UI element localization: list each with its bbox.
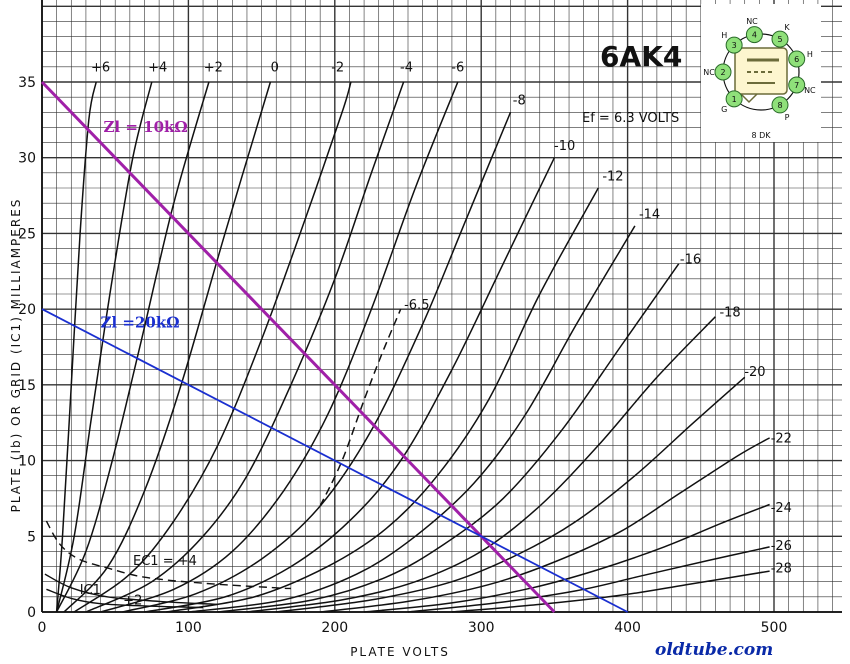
load-line-label: Zl = 10kΩ [103,118,187,136]
base-pin [771,30,789,48]
y-tick-label: 15 [18,378,36,394]
load-lines: Zl = 10kΩ Zl =20kΩ [40,80,629,614]
plate-current-curve [100,81,459,613]
grid-current-label: EC1 = +4 [133,554,197,569]
base-pin [771,96,789,114]
x-tick-label: 200 [321,620,348,636]
y-tick-label: 35 [18,75,36,91]
filament-voltage-label: Ef = 6.3 VOLTS [582,111,679,126]
y-tick-label: 0 [27,605,36,621]
base-pin-name: P [785,113,790,122]
y-tick-label: 10 [18,454,36,470]
plate-current-label: +6 [91,60,110,75]
y-axis-ticks: 0 5 10 15 20 25 30 35 [18,75,36,621]
plate-current-label: -16 [680,253,701,268]
base-pin [788,50,806,68]
plate-current-label: +2 [204,60,223,75]
plate-current-label: -6.5 [404,298,429,313]
base-pin-number: 6 [794,55,799,64]
grid-current-curve [44,573,218,606]
base-pin-name: NC [804,86,816,95]
base-pin-number: 2 [720,68,725,77]
grid-current-label: +2 [123,593,142,608]
plate-current-label: -18 [719,306,740,321]
base-pin-number: 5 [777,35,782,44]
basing-label: 8 DK [751,131,771,140]
base-pin [725,36,743,54]
plate-current-label: -10 [554,139,575,154]
tube-type-title: 6AK4 [600,40,682,73]
plate-current-curve [188,225,636,613]
y-tick-label: 30 [18,151,36,167]
base-pin [788,76,806,94]
plate-current-label: -24 [771,501,792,516]
watermark-text: oldtube.com [655,640,773,660]
plate-current-curve [320,437,770,613]
plate-current-label: -20 [744,365,765,380]
plate-current-label: 0 [271,60,279,75]
x-axis-title: PLATE VOLTS [350,645,450,659]
plate-current-curve [85,81,405,613]
plate-current-curve [63,81,272,613]
plate-current-label: -26 [771,539,792,554]
y-axis-title: PLATE (Ib) OR GRID (IC1) MILLIAMPERES [9,198,23,513]
plate-current-curve [144,157,556,613]
plate-current-label: -12 [602,169,623,184]
plate-current-curve [166,187,599,613]
plate-current-curve [276,376,746,613]
plate-current-curve [55,81,153,613]
grid-current-curves: IC1 +2 EC1 = +4 [44,520,291,609]
plate-current-label: -14 [639,207,660,222]
plate-current-curve [55,81,97,613]
plate-current-label: -2 [331,60,344,75]
base-pin-name: H [721,31,727,40]
x-tick-label: 500 [761,620,788,636]
base-pin-name: K [784,23,790,32]
base-pin-name: H [807,50,813,59]
x-axis-ticks: 0 100 200 300 400 500 [38,620,788,636]
plate-current-curve [122,112,512,613]
plate-current-label: -4 [400,60,413,75]
load-line [41,308,629,613]
load-line-label: Zl =20kΩ [101,313,180,331]
base-pin-number: 8 [777,101,782,110]
heater-icon [740,93,758,104]
y-tick-label: 5 [27,529,36,545]
grid-current-label: IC1 [80,583,101,598]
grid-current-curve [45,520,291,590]
base-pin-name: NC [703,68,715,77]
x-tick-label: 300 [468,620,495,636]
plate-current-label: -8 [513,94,526,109]
base-pin [725,90,743,108]
plate-current-curve [73,81,352,613]
y-tick-label: 25 [18,226,36,242]
x-tick-label: 400 [614,620,641,636]
plate-current-curve [451,570,770,613]
plate-current-label: +4 [148,60,167,75]
plate-current-curve [246,316,716,613]
load-line [40,80,556,614]
base-pin [745,26,763,44]
base-pin-name: G [721,105,727,114]
base-pin-number: 1 [732,95,737,104]
x-tick-label: 100 [175,620,202,636]
base-pin-number: 4 [752,31,757,40]
base-pin-number: 7 [794,81,799,90]
plate-current-label: -28 [771,562,792,577]
grid-current-curve [46,588,204,609]
plate-curves: +6 +4 +2 0 -2 -4 -6 -6.5 -8 -10 -12 -14 -16 -18 -20 -22… [55,60,792,613]
base-pin [714,63,732,81]
base-pin-number: 3 [732,41,737,50]
y-tick-label: 20 [18,302,36,318]
plate-current-label: -22 [771,431,792,446]
plate-current-curve [407,546,770,613]
plate-current-curve [217,263,680,613]
base-pin-name: NC [746,17,758,26]
plate-current-curve [364,503,770,613]
x-tick-label: 0 [38,620,47,636]
plate-current-curve [55,81,210,613]
plate-current-label: -6 [451,60,464,75]
